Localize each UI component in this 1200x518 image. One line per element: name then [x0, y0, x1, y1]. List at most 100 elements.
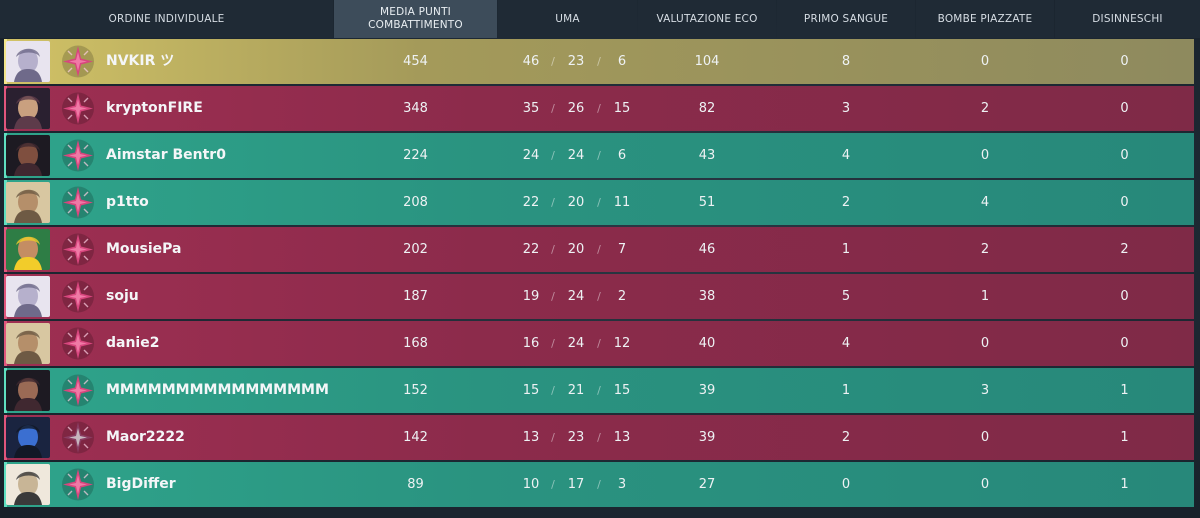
header-defuses-label: DISINNESCHI	[1092, 12, 1163, 25]
kda-separator: /	[597, 431, 601, 444]
defuses-value: 0	[1120, 148, 1129, 163]
kda-cell: 10 / 17 / 3	[498, 462, 637, 507]
assists-value: 15	[613, 101, 631, 116]
defuses-value: 1	[1120, 430, 1129, 445]
rank-star-icon	[60, 325, 96, 362]
kda-separator: /	[597, 55, 601, 68]
first-bloods-value: 4	[841, 148, 851, 163]
player-row[interactable]: p1tto 208 22 / 20 / 11 51 2 4 0	[4, 180, 1194, 225]
kda-separator: /	[551, 149, 555, 162]
deaths-value: 23	[567, 54, 585, 69]
player-row[interactable]: Maor2222 142 13 / 23 / 13 39 2 0 1	[4, 415, 1194, 460]
kda-separator: /	[551, 243, 555, 256]
plants-value: 0	[980, 148, 990, 163]
team-accent-bar	[4, 133, 7, 178]
team-accent-bar	[4, 462, 7, 507]
player-name[interactable]: p1tto	[106, 194, 149, 210]
econ-rating-value: 104	[694, 54, 720, 69]
kda-separator: /	[551, 55, 555, 68]
header-defuses[interactable]: DISINNESCHI	[1055, 0, 1200, 38]
kda-separator: /	[597, 196, 601, 209]
defuses-value: 0	[1120, 101, 1129, 116]
player-name[interactable]: danie2	[106, 335, 160, 351]
plants-value: 4	[980, 195, 990, 210]
agent-portrait-icon	[6, 135, 50, 176]
header-first-bloods[interactable]: PRIMO SANGUE	[777, 0, 915, 38]
player-row[interactable]: soju 187 19 / 24 / 2 38 5 1 0	[4, 274, 1194, 319]
header-individual-order[interactable]: ORDINE INDIVIDUALE	[0, 0, 333, 38]
plants-value: 2	[980, 242, 990, 257]
agent-portrait-icon	[6, 276, 50, 317]
assists-value: 13	[613, 430, 631, 445]
combat-score-value: 142	[403, 430, 428, 445]
player-name[interactable]: kryptonFIRE	[106, 100, 203, 116]
team-accent-bar	[4, 415, 7, 460]
first-bloods-value: 1	[841, 383, 851, 398]
plants-value: 0	[980, 430, 990, 445]
header-combat-score-line2: COMBATTIMENTO	[368, 19, 463, 31]
kda-separator: /	[551, 102, 555, 115]
kills-value: 46	[522, 54, 540, 69]
header-econ-rating[interactable]: VALUTAZIONE ECO	[638, 0, 776, 38]
agent-portrait-icon	[6, 41, 50, 82]
player-name[interactable]: Maor2222	[106, 429, 185, 445]
player-row[interactable]: danie2 168 16 / 24 / 12 40 4 0 0	[4, 321, 1194, 366]
player-row[interactable]: NVKIR ツ 454 46 / 23 / 6 104 8 0 0	[4, 39, 1194, 84]
kda-separator: /	[551, 478, 555, 491]
team-accent-bar	[4, 321, 7, 366]
player-row[interactable]: Aimstar Bentr0 224 24 / 24 / 6 43 4 0 0	[4, 133, 1194, 178]
kda-separator: /	[597, 290, 601, 303]
header-combat-score[interactable]: MEDIA PUNTI COMBATTIMENTO	[334, 0, 497, 38]
kda-cell: 16 / 24 / 12	[498, 321, 637, 366]
assists-value: 3	[617, 477, 627, 492]
combat-score-value: 208	[403, 195, 428, 210]
econ-rating-value: 39	[698, 383, 716, 398]
header-combat-score-line1: MEDIA PUNTI	[380, 6, 451, 18]
player-row[interactable]: MousiePa 202 22 / 20 / 7 46 1 2 2	[4, 227, 1194, 272]
rank-star-icon	[60, 278, 96, 315]
combat-score-value: 454	[403, 54, 428, 69]
kda-separator: /	[551, 196, 555, 209]
header-kda-label: UMA	[555, 12, 580, 25]
header-plants[interactable]: BOMBE PIAZZATE	[916, 0, 1054, 38]
team-accent-bar	[4, 274, 7, 319]
player-row[interactable]: MMMMMMMMMMMMMMMM 152 15 / 21 / 15 39 1 3…	[4, 368, 1194, 413]
kills-value: 24	[522, 148, 540, 163]
first-bloods-value: 2	[841, 430, 851, 445]
deaths-value: 21	[567, 383, 585, 398]
plants-value: 0	[980, 336, 990, 351]
combat-score-value: 224	[403, 148, 428, 163]
kda-separator: /	[551, 431, 555, 444]
econ-rating-value: 51	[698, 195, 716, 210]
agent-portrait-icon	[6, 370, 50, 411]
combat-score-value: 202	[403, 242, 428, 257]
deaths-value: 24	[567, 336, 585, 351]
assists-value: 6	[617, 148, 627, 163]
defuses-value: 0	[1120, 336, 1129, 351]
assists-value: 7	[617, 242, 627, 257]
player-name[interactable]: soju	[106, 288, 139, 304]
econ-rating-value: 27	[698, 477, 716, 492]
player-name[interactable]: Aimstar Bentr0	[106, 147, 226, 163]
defuses-value: 1	[1120, 477, 1129, 492]
team-accent-bar	[4, 180, 7, 225]
first-bloods-value: 8	[841, 54, 851, 69]
first-bloods-value: 2	[841, 195, 851, 210]
kda-cell: 46 / 23 / 6	[498, 39, 637, 84]
player-row[interactable]: BigDiffer 89 10 / 17 / 3 27 0 0 1	[4, 462, 1194, 507]
defuses-value: 1	[1120, 383, 1129, 398]
econ-rating-value: 38	[698, 289, 716, 304]
player-name[interactable]: NVKIR ツ	[106, 53, 175, 69]
combat-score-value: 89	[407, 477, 424, 492]
player-name[interactable]: MMMMMMMMMMMMMMMM	[106, 382, 329, 398]
combat-score-value: 168	[403, 336, 428, 351]
assists-value: 15	[613, 383, 631, 398]
player-name[interactable]: BigDiffer	[106, 476, 176, 492]
rank-star-icon	[60, 137, 96, 174]
kda-separator: /	[597, 478, 601, 491]
deaths-value: 23	[567, 430, 585, 445]
team-accent-bar	[4, 86, 7, 131]
player-name[interactable]: MousiePa	[106, 241, 182, 257]
header-kda[interactable]: UMA	[498, 0, 637, 38]
player-row[interactable]: kryptonFIRE 348 35 / 26 / 15 82 3 2 0	[4, 86, 1194, 131]
